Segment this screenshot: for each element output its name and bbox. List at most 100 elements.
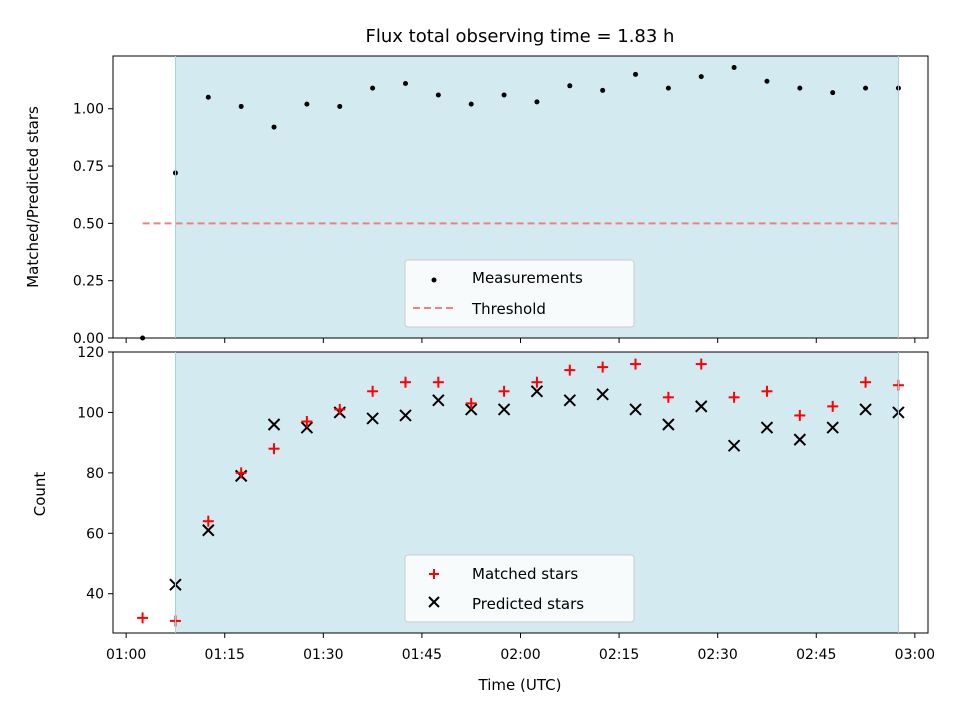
predicted-stars-point — [432, 394, 445, 407]
predicted-stars-point — [366, 412, 379, 425]
measurement-point — [633, 71, 639, 77]
matched-stars-point — [662, 391, 674, 403]
top-panel: Flux total observing time = 1.83 h 0.000… — [24, 26, 929, 347]
top-y-axis-label: Matched/Predicted stars — [24, 106, 42, 288]
matched-stars-point — [334, 403, 346, 415]
matched-stars-point — [367, 385, 379, 397]
legend-measurements-marker — [431, 277, 437, 283]
predicted-stars-point — [760, 421, 774, 434]
measurement-point — [665, 85, 671, 91]
top-legend-box — [404, 259, 635, 328]
legend-predicted-marker — [428, 596, 440, 608]
matched-stars-point — [235, 467, 247, 479]
measurement-point — [698, 74, 704, 80]
predicted-stars-point — [859, 403, 872, 416]
x-axis-label: Time (UTC) — [478, 676, 562, 694]
matched-stars-point — [630, 358, 642, 370]
measurement-point — [304, 101, 310, 107]
y-tick-label: 0.50 — [73, 216, 104, 232]
matched-stars-point — [564, 364, 576, 376]
y-tick-label: 120 — [77, 345, 104, 361]
measurement-point — [271, 124, 277, 130]
matched-stars-point — [761, 385, 773, 397]
measurement-point — [797, 85, 803, 91]
y-tick-label: 100 — [77, 405, 104, 421]
y-tick-label: 60 — [86, 526, 104, 542]
bottom-y-axis-label: Count — [31, 472, 49, 517]
matched-stars-point — [597, 361, 609, 373]
predicted-stars-point — [793, 433, 807, 446]
bottom-legend-box — [404, 554, 635, 623]
y-tick-label: 1.00 — [73, 102, 104, 118]
predicted-stars-point — [497, 403, 511, 416]
matched-stars-point — [268, 443, 280, 455]
y-tick-label: 0.25 — [73, 274, 104, 290]
matched-stars-point — [465, 397, 477, 409]
matched-stars-point — [728, 391, 740, 403]
matched-stars-point — [695, 358, 707, 370]
predicted-stars-point — [596, 388, 609, 401]
predicted-stars-point — [727, 439, 741, 452]
measurement-point — [468, 101, 474, 107]
x-tick-label: 02:15 — [599, 647, 639, 663]
predicted-stars-point — [202, 524, 215, 537]
measurement-points-layer — [140, 64, 901, 341]
matched-stars-point — [432, 376, 444, 388]
measurement-point — [501, 92, 507, 98]
measurement-point — [830, 90, 836, 96]
x-tick-label: 01:30 — [303, 647, 343, 663]
predicted-stars-point — [300, 421, 314, 434]
x-tick-label: 01:45 — [402, 647, 442, 663]
predicted-stars-point — [695, 400, 708, 413]
measurement-point — [435, 92, 441, 98]
bottom-x-ticks: 01:00 01:15 01:30 01:45 02:00 02:15 02:30 02:45… — [106, 633, 935, 663]
predicted-stars-point — [530, 385, 544, 398]
y-tick-label: 0.75 — [73, 159, 104, 175]
measurement-point — [370, 85, 376, 91]
measurement-point — [205, 94, 211, 100]
chart-title: Flux total observing time = 1.83 h — [366, 26, 675, 47]
measurement-point — [863, 85, 869, 91]
legend-predicted-label: Predicted stars — [472, 595, 584, 613]
bottom-y-ticks: 40 60 80 100 120 — [77, 345, 113, 603]
y-tick-label: 80 — [86, 466, 104, 482]
legend-matched-marker — [429, 569, 439, 579]
matched-stars-point — [399, 376, 411, 388]
y-tick-label: 40 — [86, 587, 104, 603]
predicted-stars-point — [826, 421, 839, 434]
predicted-stars-point — [563, 394, 577, 407]
predicted-stars-point — [399, 409, 412, 422]
top-legend: Measurements Threshold — [404, 259, 635, 328]
measurement-point — [567, 83, 573, 89]
matched-stars-point — [301, 415, 313, 427]
matched-stars-point — [827, 400, 839, 412]
predicted-stars-point — [464, 403, 478, 416]
bottom-legend: Matched stars Predicted stars — [404, 554, 635, 623]
matched-stars-point — [137, 612, 149, 624]
measurement-point — [534, 99, 540, 105]
measurement-point — [402, 81, 408, 87]
measurement-point — [337, 103, 343, 109]
predicted-stars-point — [629, 403, 642, 416]
matched-stars-point — [794, 409, 806, 421]
measurement-point — [764, 78, 770, 84]
x-tick-label: 02:00 — [500, 647, 540, 663]
x-tick-label: 03:00 — [895, 647, 935, 663]
y-tick-label: 0.00 — [73, 331, 104, 347]
matched-stars-point — [498, 385, 510, 397]
x-tick-label: 02:45 — [796, 647, 836, 663]
matched-stars-point — [860, 376, 872, 388]
measurement-point — [600, 87, 606, 93]
bottom-panel: 40 60 80 100 120 01:00 01:15 01:30 01:45 02:00 02… — [31, 345, 935, 694]
measurement-point — [238, 103, 244, 109]
predicted-stars-point — [662, 418, 675, 431]
legend-threshold-label: Threshold — [471, 300, 546, 318]
predicted-stars-point — [267, 418, 281, 431]
top-y-ticks: 0.00 0.25 0.50 0.75 1.00 — [73, 102, 113, 347]
legend-measurements-label: Measurements — [472, 269, 583, 287]
measurement-point — [731, 64, 737, 70]
legend-matched-label: Matched stars — [472, 565, 578, 583]
x-tick-label: 01:00 — [106, 647, 146, 663]
matched-stars-point — [202, 515, 214, 527]
